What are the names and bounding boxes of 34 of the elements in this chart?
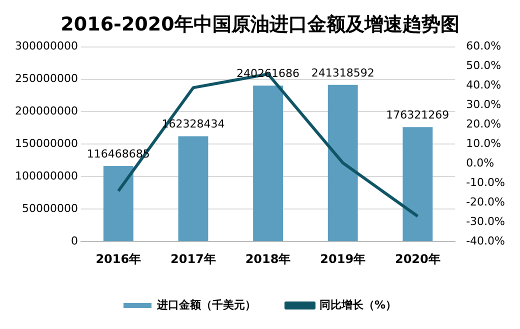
bar (178, 136, 208, 242)
x-tick-label: 2017年 (170, 252, 216, 266)
y2-tick-label: 40.0% (466, 78, 502, 92)
y-tick-label: 250000000 (14, 72, 78, 86)
chart-title: 2016-2020年中国原油进口金额及增速趋势图 (60, 13, 460, 36)
y2-tick-label: 30.0% (466, 98, 502, 112)
y2-tick-label: 0.0% (466, 156, 494, 170)
y2-tick-label: 60.0% (466, 40, 502, 53)
y-tick-label: 0 (70, 234, 78, 248)
y-tick-label: 150000000 (14, 137, 78, 150)
y-tick-label: 200000000 (14, 104, 78, 118)
bar (328, 84, 358, 242)
bar (402, 127, 433, 242)
y2-tick-label: -10.0% (466, 176, 506, 190)
y2-tick-label: -30.0% (466, 214, 506, 228)
y-tick-label: 300000000 (14, 40, 78, 53)
legend-label: 同比增长（%） (319, 298, 397, 312)
y2-tick-label: -20.0% (466, 196, 506, 208)
data-label: 241318592 (311, 66, 374, 80)
legend-label: 进口金额（千美元） (156, 298, 256, 312)
y-tick-label: 50000000 (22, 202, 78, 215)
bar (253, 86, 283, 242)
x-tick-label: 2020年 (394, 252, 440, 266)
y2-tick-label: 50.0% (466, 59, 502, 72)
data-label: 176321269 (386, 108, 450, 122)
x-tick-label: 2019年 (320, 252, 366, 266)
data-label: 240261686 (236, 66, 300, 80)
x-tick-label: 2016年 (96, 252, 142, 266)
y2-tick-label: 10.0% (466, 137, 502, 150)
y2-tick-label: -40.0% (466, 234, 506, 248)
y-tick-label: 100000000 (14, 170, 78, 183)
y2-tick-label: 20.0% (466, 118, 502, 131)
bar (103, 166, 134, 242)
x-tick-label: 2018年 (245, 252, 291, 266)
